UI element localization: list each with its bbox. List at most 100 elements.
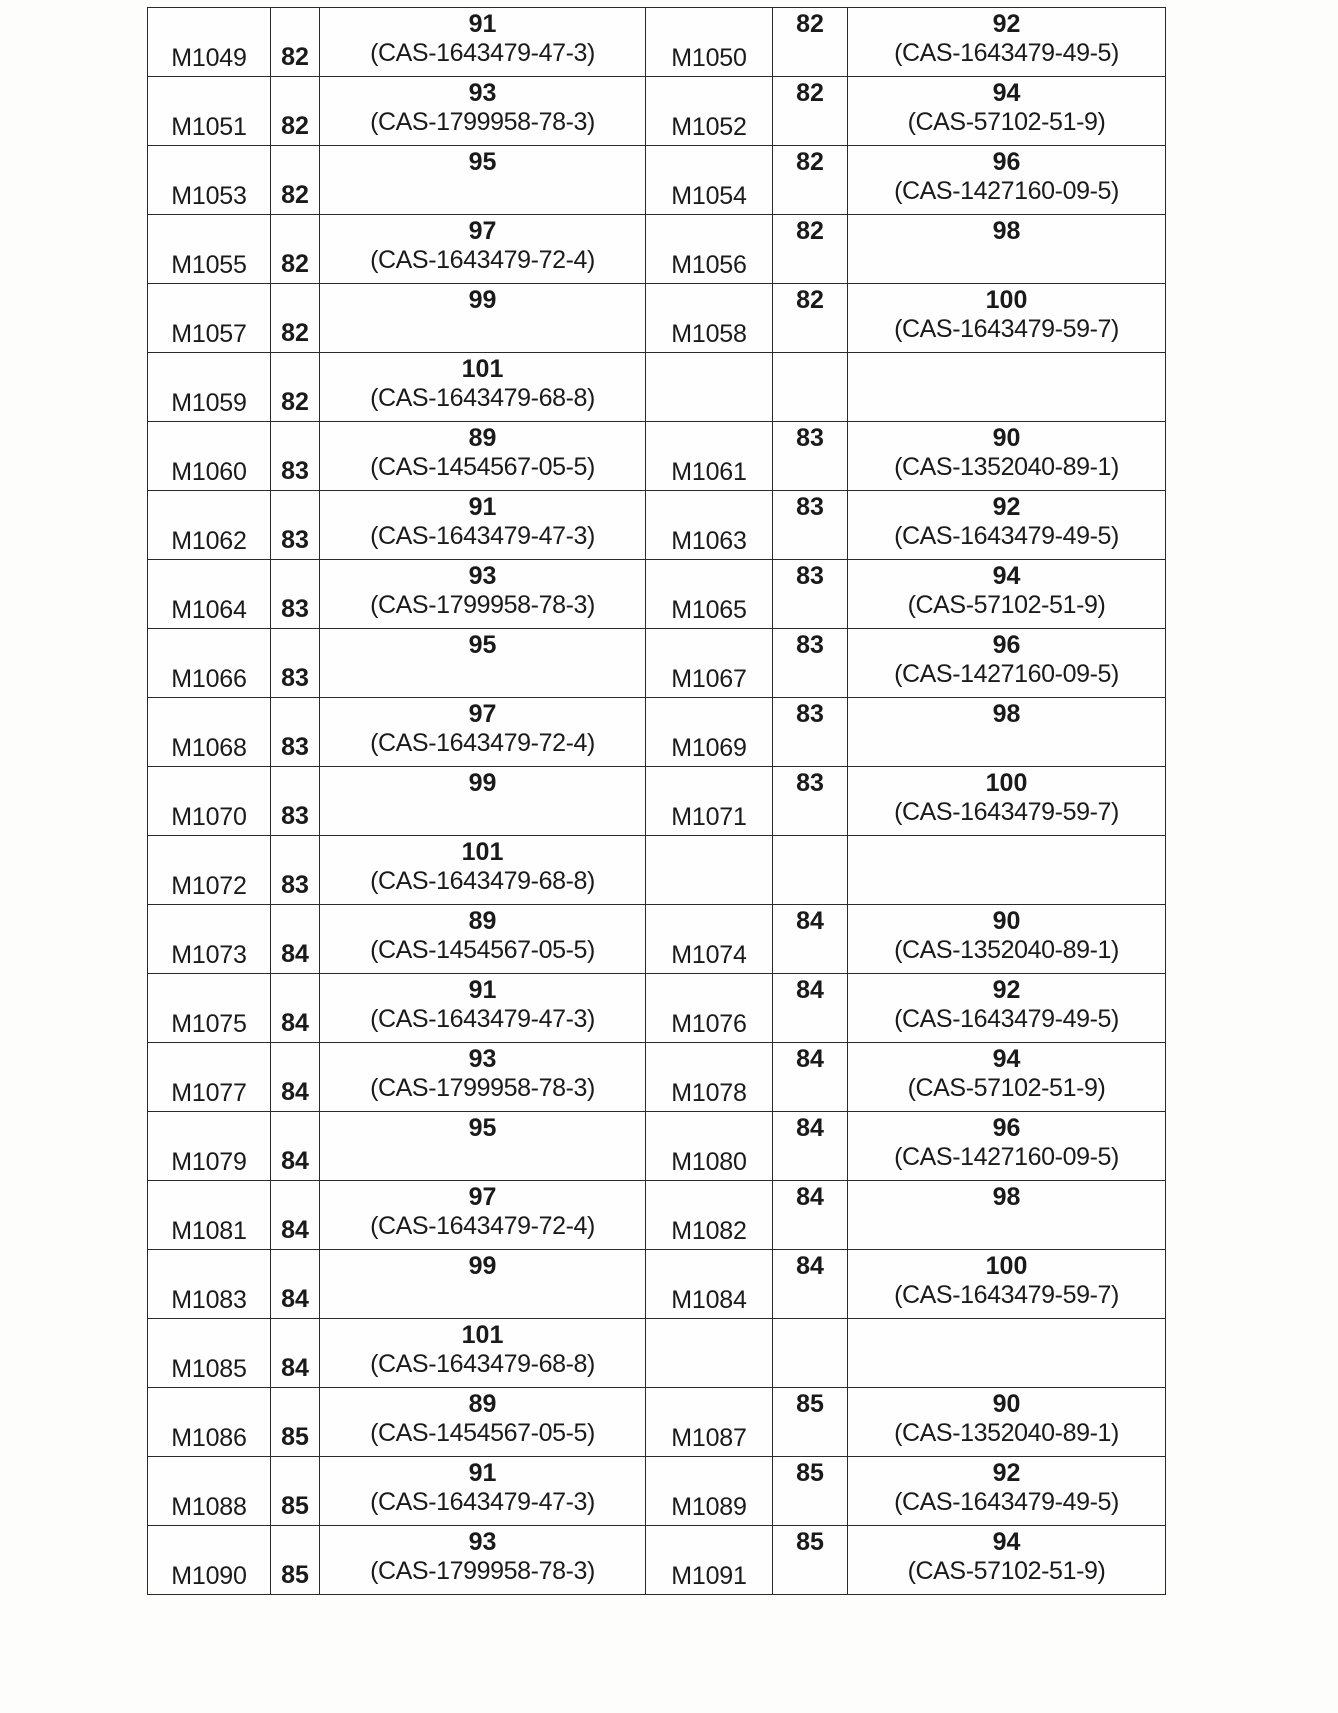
group-number-cell [773,353,848,422]
group-number-cell: 84 [773,1181,848,1250]
table-row: M10578299M105882100(CAS-1643479-59-7) [148,284,1166,353]
group-number-label: 84 [773,974,847,1042]
compound-content [848,353,1165,421]
compound-content: 89(CAS-1454567-05-5) [320,422,645,490]
cas-number: (CAS-57102-51-9) [908,1557,1106,1585]
sample-id-label: M1075 [148,974,270,1042]
compound-content: 101(CAS-1643479-68-8) [320,1319,645,1387]
compound-cell: 92(CAS-1643479-49-5) [848,1457,1166,1526]
table-row: M10608389(CAS-1454567-05-5)M10618390(CAS… [148,422,1166,491]
group-number-label: 83 [271,560,319,628]
compound-number: 94 [993,1528,1021,1556]
sample-id-label: M1083 [148,1250,270,1318]
compound-cell: 100(CAS-1643479-59-7) [848,767,1166,836]
compound-number: 94 [993,562,1021,590]
compound-cell: 90(CAS-1352040-89-1) [848,422,1166,491]
sample-id-label: M1066 [148,629,270,697]
table-row: M10758491(CAS-1643479-47-3)M10768492(CAS… [148,974,1166,1043]
compound-cell: 93(CAS-1799958-78-3) [320,77,646,146]
compound-content: 99 [320,284,645,352]
group-number-cell: 84 [271,1250,320,1319]
sample-id-cell: M1071 [646,767,773,836]
compound-number: 94 [993,79,1021,107]
compound-cell: 92(CAS-1643479-49-5) [848,491,1166,560]
compound-table: M10498291(CAS-1643479-47-3)M10508292(CAS… [147,7,1166,1595]
group-number-cell: 82 [773,77,848,146]
group-number-label: 84 [271,905,319,973]
compound-cell: 93(CAS-1799958-78-3) [320,1043,646,1112]
sample-id-cell: M1069 [646,698,773,767]
group-number-label: 83 [773,629,847,697]
sample-id-label: M1050 [646,8,772,76]
table-row: M10738489(CAS-1454567-05-5)M10748490(CAS… [148,905,1166,974]
sample-id-label: M1065 [646,560,772,628]
group-number-cell: 82 [271,8,320,77]
compound-number: 98 [993,1183,1021,1211]
compound-number: 94 [993,1045,1021,1073]
sample-id-label: M1090 [148,1526,270,1594]
sample-id-label: M1057 [148,284,270,352]
compound-content: 100(CAS-1643479-59-7) [848,1250,1165,1318]
cas-number: (CAS-57102-51-9) [908,1074,1106,1102]
group-number-label: 82 [271,353,319,421]
cas-number: (CAS-1643479-72-4) [370,729,595,757]
group-number-cell: 83 [773,560,848,629]
compound-content: 96(CAS-1427160-09-5) [848,629,1165,697]
group-number-label: 84 [271,1250,319,1318]
compound-cell: 99 [320,767,646,836]
compound-number: 92 [993,493,1021,521]
sample-id-cell: M1060 [148,422,271,491]
sample-id-cell: M1083 [148,1250,271,1319]
compound-number: 89 [469,424,497,452]
sample-id-label: M1078 [646,1043,772,1111]
sample-id-label: M1067 [646,629,772,697]
group-number-cell: 85 [271,1457,320,1526]
sample-id-cell: M1061 [646,422,773,491]
sample-id-label: M1082 [646,1181,772,1249]
sample-id-cell: M1070 [148,767,271,836]
sample-id-cell: M1062 [148,491,271,560]
group-number-label [773,353,847,421]
compound-content: 90(CAS-1352040-89-1) [848,422,1165,490]
sample-id-label: M1056 [646,215,772,283]
group-number-label: 83 [271,629,319,697]
compound-number: 99 [469,1252,497,1280]
compound-number: 89 [469,907,497,935]
group-number-label: 82 [271,146,319,214]
compound-content: 93(CAS-1799958-78-3) [320,77,645,145]
compound-cell: 94(CAS-57102-51-9) [848,77,1166,146]
sample-id-label: M1084 [646,1250,772,1318]
sample-id-label [646,836,772,904]
sample-id-cell: M1064 [148,560,271,629]
group-number-label: 84 [271,974,319,1042]
sample-id-cell: M1075 [148,974,271,1043]
group-number-label: 85 [773,1388,847,1456]
group-number-cell: 82 [271,215,320,284]
compound-number: 90 [993,907,1021,935]
sample-id-label: M1053 [148,146,270,214]
group-number-cell: 84 [271,1319,320,1388]
sample-id-cell: M1052 [646,77,773,146]
table-row: M10778493(CAS-1799958-78-3)M10788494(CAS… [148,1043,1166,1112]
compound-number: 100 [986,286,1028,314]
compound-number: 100 [986,769,1028,797]
sample-id-cell: M1073 [148,905,271,974]
cas-number: (CAS-1427160-09-5) [894,177,1119,205]
compound-content: 95 [320,1112,645,1180]
cas-number: (CAS-1643479-49-5) [894,39,1119,67]
group-number-cell: 83 [271,560,320,629]
sample-id-label: M1074 [646,905,772,973]
compound-number: 99 [469,286,497,314]
group-number-label: 82 [271,284,319,352]
sample-id-label: M1063 [646,491,772,559]
sample-id-label: M1077 [148,1043,270,1111]
cas-number: (CAS-1454567-05-5) [370,453,595,481]
group-number-label: 82 [773,146,847,214]
compound-cell: 98 [848,698,1166,767]
table-row: M10868589(CAS-1454567-05-5)M10878590(CAS… [148,1388,1166,1457]
sample-id-cell: M1084 [646,1250,773,1319]
compound-number: 92 [993,976,1021,1004]
compound-content: 94(CAS-57102-51-9) [848,560,1165,628]
table-row: M10798495M10808496(CAS-1427160-09-5) [148,1112,1166,1181]
sample-id-cell: M1057 [148,284,271,353]
